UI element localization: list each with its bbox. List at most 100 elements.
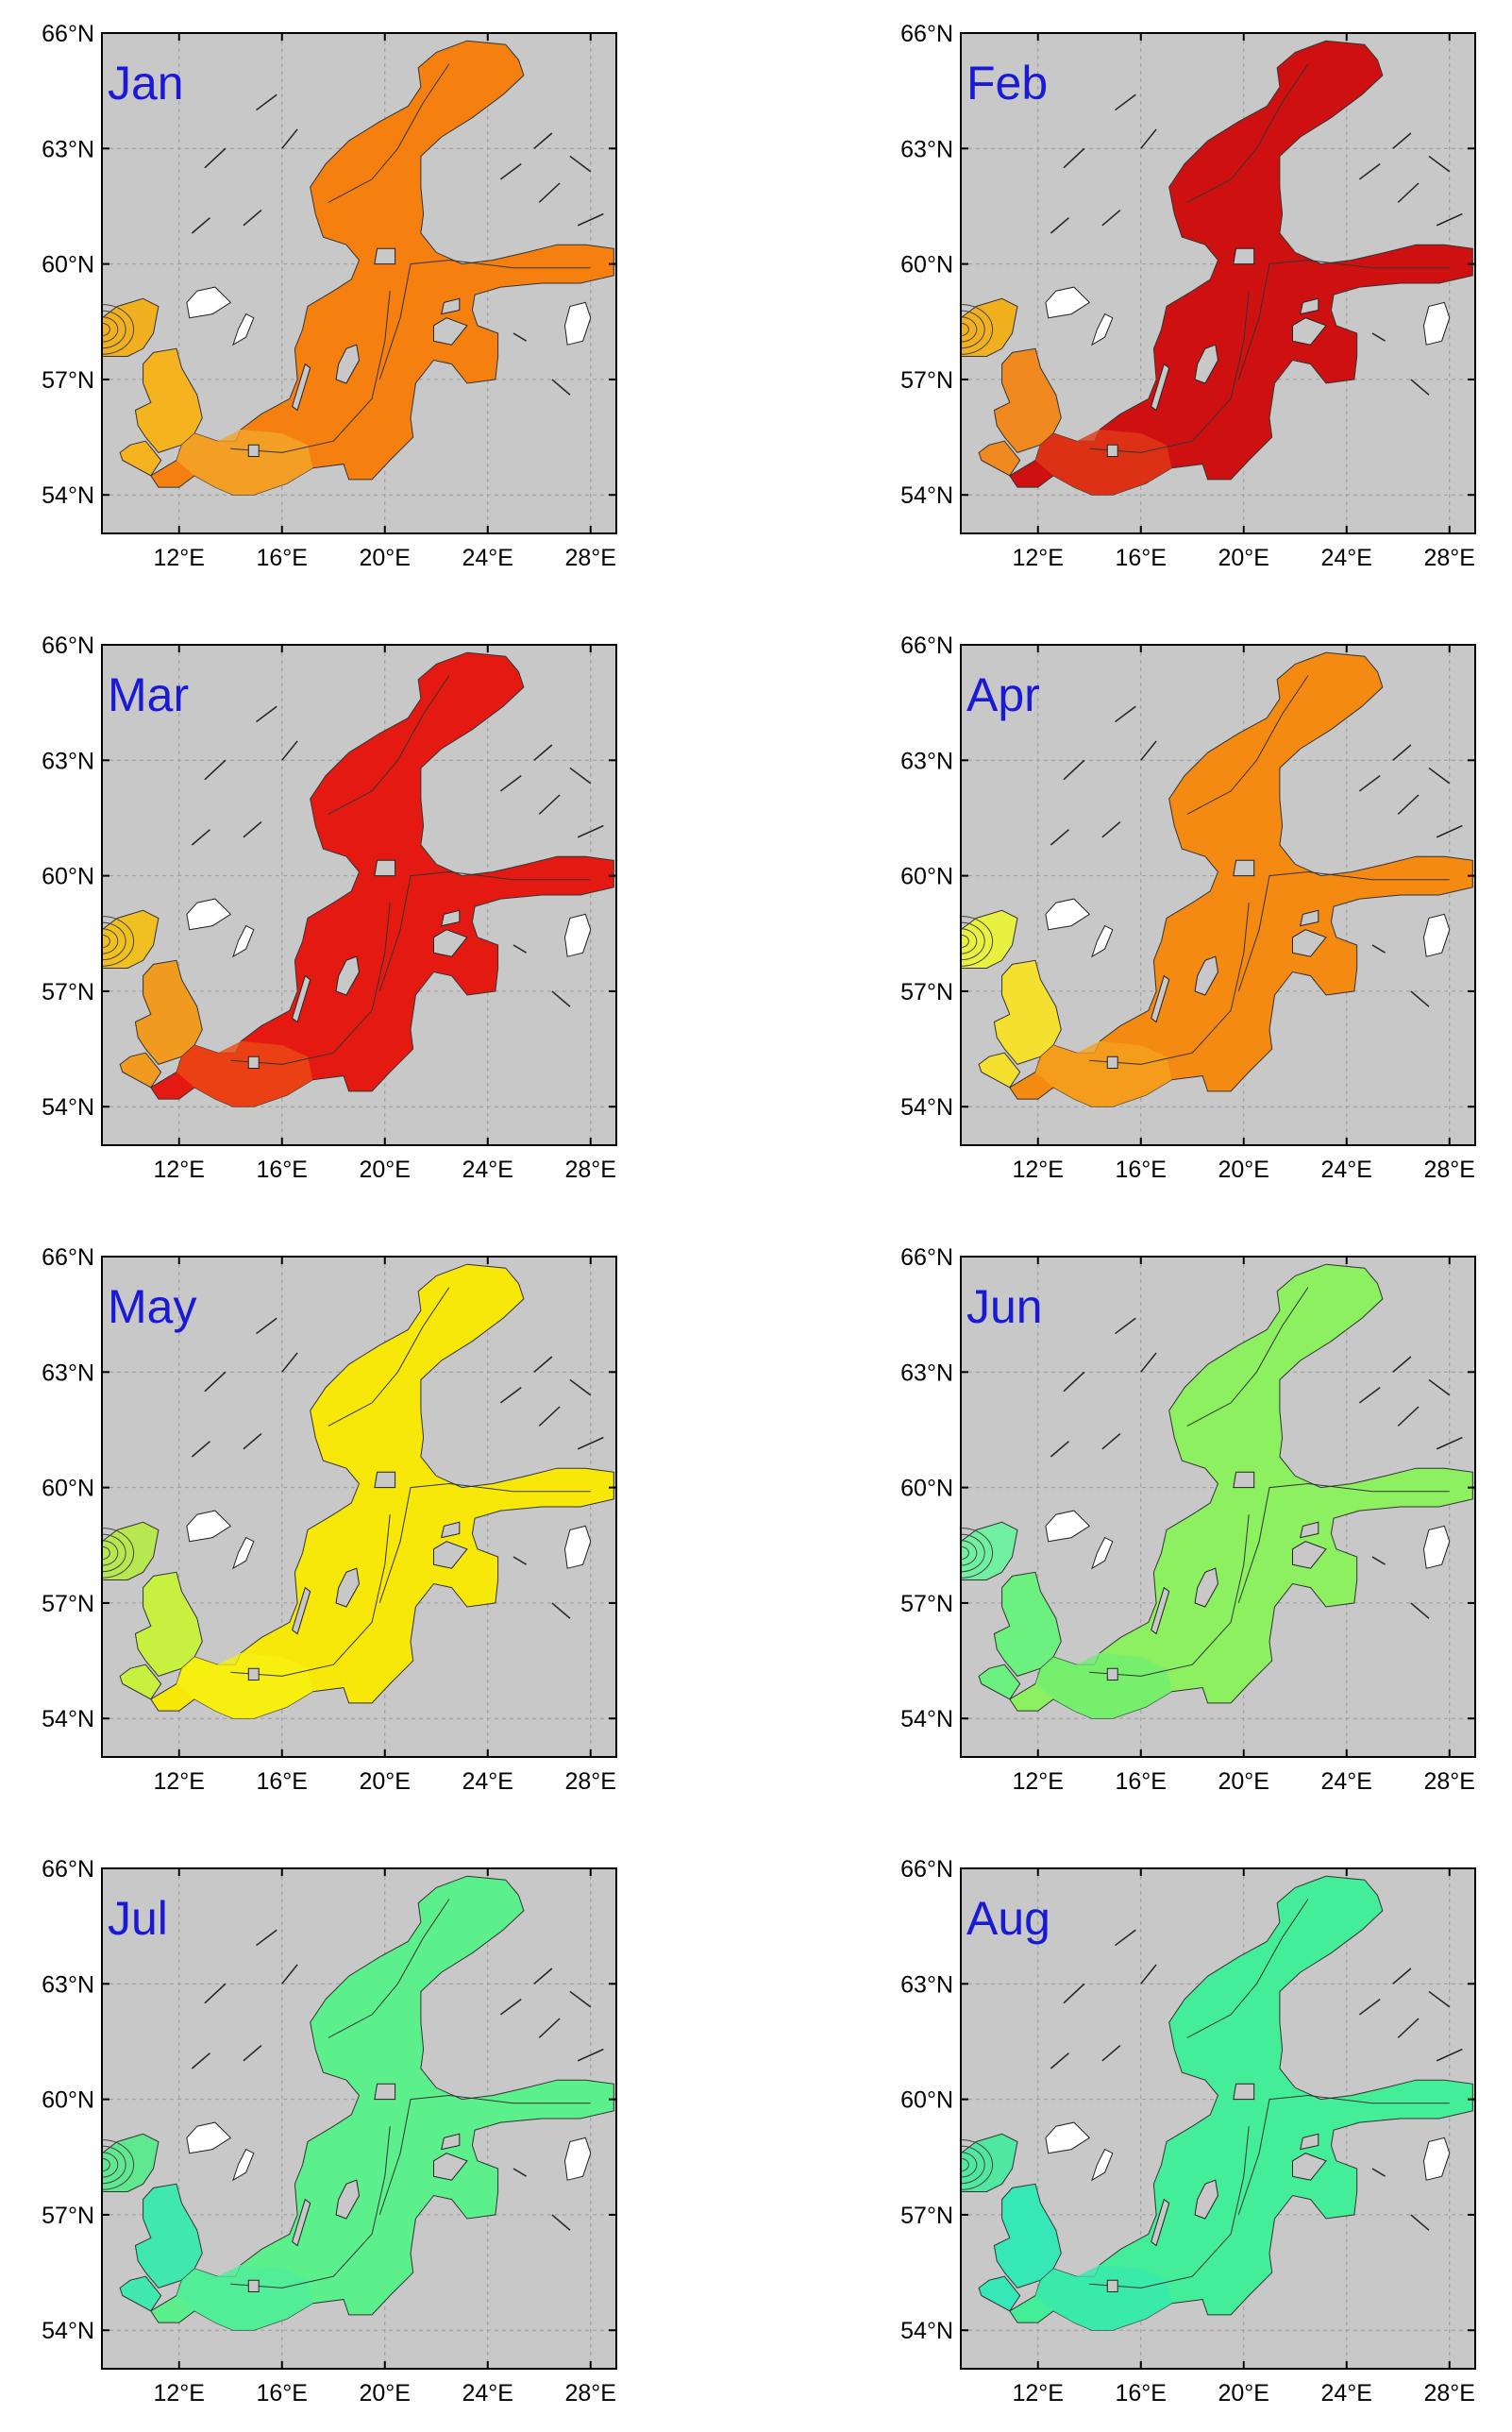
map-frame bbox=[960, 1867, 1476, 2370]
lat-tick-label: 63°N bbox=[42, 1971, 94, 1998]
lat-tick-label: 63°N bbox=[42, 1360, 94, 1386]
southern-baltic-shading bbox=[176, 429, 313, 496]
map-panel-jun: 54°N 57°N 60°N 63°N 66°N 12°E 16°E 20°E 24°E 28°E… bbox=[900, 1244, 1476, 1795]
inland-water-stroke bbox=[1428, 767, 1451, 785]
isoline bbox=[1237, 1482, 1450, 1604]
lon-tick-label: 28°E bbox=[1424, 2380, 1475, 2407]
baltic-sea bbox=[150, 1263, 614, 1719]
isoline bbox=[230, 291, 391, 453]
inland-water-stroke bbox=[1392, 1968, 1412, 1984]
inland-water-stroke bbox=[1436, 212, 1463, 227]
lon-tick-label: 16°E bbox=[257, 1157, 308, 1183]
map-panel-feb: 54°N 57°N 60°N 63°N 66°N 12°E 16°E 20°E 24°E 28°E… bbox=[900, 21, 1476, 571]
isoline bbox=[961, 322, 969, 337]
lake-peipus bbox=[563, 301, 592, 346]
isoline bbox=[230, 903, 391, 1065]
lon-tick-label: 24°E bbox=[1321, 545, 1372, 571]
lon-tick-label: 16°E bbox=[257, 1768, 308, 1795]
isoline bbox=[1186, 63, 1309, 203]
isoline bbox=[102, 304, 135, 355]
month-label: Feb bbox=[966, 57, 1048, 110]
lat-tick-label: 54°N bbox=[900, 1094, 953, 1121]
inland-water-stroke bbox=[1101, 820, 1121, 838]
lon-tick-label: 16°E bbox=[1116, 1768, 1167, 1795]
saaremaa-island bbox=[1292, 929, 1327, 957]
isoline bbox=[102, 916, 135, 967]
isoline bbox=[1089, 1514, 1250, 1677]
map-panel-jan: 54°N 57°N 60°N 63°N 66°N 12°E 16°E 20°E 24°E 28°E… bbox=[42, 21, 617, 571]
skagerrak-sea bbox=[102, 909, 160, 969]
inland-water-stroke bbox=[1371, 2168, 1386, 2177]
saaremaa-island bbox=[1292, 317, 1327, 346]
inland-water-stroke bbox=[243, 209, 262, 227]
isoline bbox=[961, 2157, 969, 2172]
inland-water-stroke bbox=[281, 128, 298, 149]
lon-tick-label: 20°E bbox=[1218, 2380, 1269, 2407]
inland-water-stroke bbox=[512, 2168, 528, 2177]
inland-water-stroke bbox=[191, 829, 210, 846]
lake-vanern bbox=[186, 898, 232, 931]
lat-tick-label: 63°N bbox=[42, 136, 94, 162]
southern-baltic-shading bbox=[1035, 429, 1172, 496]
lat-tick-label: 66°N bbox=[42, 1856, 94, 1883]
lat-tick-label: 66°N bbox=[900, 633, 953, 659]
inland-water-stroke bbox=[1371, 944, 1386, 954]
lat-tick-label: 57°N bbox=[42, 979, 94, 1005]
skagerrak-sea bbox=[961, 1521, 1018, 1580]
bornholm-island bbox=[247, 1056, 260, 1069]
inland-water-stroke bbox=[1101, 2044, 1121, 2062]
lat-tick-label: 63°N bbox=[900, 1360, 953, 1386]
isoline bbox=[1089, 903, 1250, 1065]
inland-water-stroke bbox=[1050, 217, 1069, 234]
inland-water-stroke bbox=[1428, 155, 1451, 173]
lat-tick-label: 57°N bbox=[42, 2203, 94, 2229]
inland-water-stroke bbox=[1050, 829, 1069, 846]
lon-tick-label: 12°E bbox=[154, 545, 205, 571]
gotland-island bbox=[1194, 1567, 1219, 1608]
isoline bbox=[1186, 1899, 1309, 2038]
gotland-island bbox=[1194, 344, 1219, 384]
inland-water-stroke bbox=[1410, 2214, 1430, 2231]
inland-water-stroke bbox=[1392, 132, 1412, 149]
lon-tick-label: 24°E bbox=[1321, 1768, 1372, 1795]
aland-island bbox=[1233, 1471, 1255, 1489]
oland-island bbox=[1151, 2198, 1170, 2247]
month-label: Aug bbox=[966, 1892, 1050, 1945]
inland-water-stroke bbox=[191, 1441, 210, 1458]
kattegat-sea bbox=[134, 959, 203, 1065]
lon-tick-label: 12°E bbox=[154, 1768, 205, 1795]
inland-water-stroke bbox=[1428, 1378, 1451, 1396]
month-label: Apr bbox=[966, 668, 1040, 721]
inland-water-stroke bbox=[512, 332, 528, 342]
inland-water-stroke bbox=[1392, 744, 1412, 761]
isoline bbox=[1237, 870, 1450, 992]
lake-vattern bbox=[232, 1536, 255, 1570]
lat-tick-label: 60°N bbox=[900, 2087, 953, 2114]
month-label: Mar bbox=[108, 668, 189, 721]
inland-water-stroke bbox=[1436, 1436, 1463, 1450]
inland-water-stroke bbox=[243, 820, 262, 838]
inland-water-stroke bbox=[533, 1968, 553, 1984]
oland-island bbox=[1151, 363, 1170, 412]
lat-tick-label: 57°N bbox=[900, 367, 953, 394]
inland-water-stroke bbox=[538, 182, 561, 203]
aland-island bbox=[1233, 2083, 1255, 2101]
lat-tick-label: 57°N bbox=[42, 367, 94, 394]
map-panel-mar: 54°N 57°N 60°N 63°N 66°N 12°E 16°E 20°E 24°E 28°E… bbox=[42, 633, 617, 1183]
inland-water-stroke bbox=[551, 2214, 571, 2231]
lake-vanern bbox=[186, 286, 232, 319]
bornholm-island bbox=[1106, 1667, 1118, 1680]
lat-tick-label: 66°N bbox=[900, 1244, 953, 1271]
isoline bbox=[1186, 1287, 1309, 1427]
isoline bbox=[230, 2126, 391, 2288]
lon-tick-label: 24°E bbox=[1321, 2380, 1372, 2407]
hiiumaa-island bbox=[1300, 2133, 1319, 2151]
isoline bbox=[378, 2094, 591, 2216]
inland-water-stroke bbox=[538, 794, 561, 815]
lat-tick-label: 54°N bbox=[900, 2318, 953, 2344]
kattegat-sea bbox=[134, 2183, 203, 2288]
skagerrak-sea bbox=[102, 2133, 160, 2192]
saaremaa-island bbox=[433, 2153, 468, 2181]
inland-water-stroke bbox=[1140, 740, 1157, 761]
isoline bbox=[378, 870, 591, 992]
